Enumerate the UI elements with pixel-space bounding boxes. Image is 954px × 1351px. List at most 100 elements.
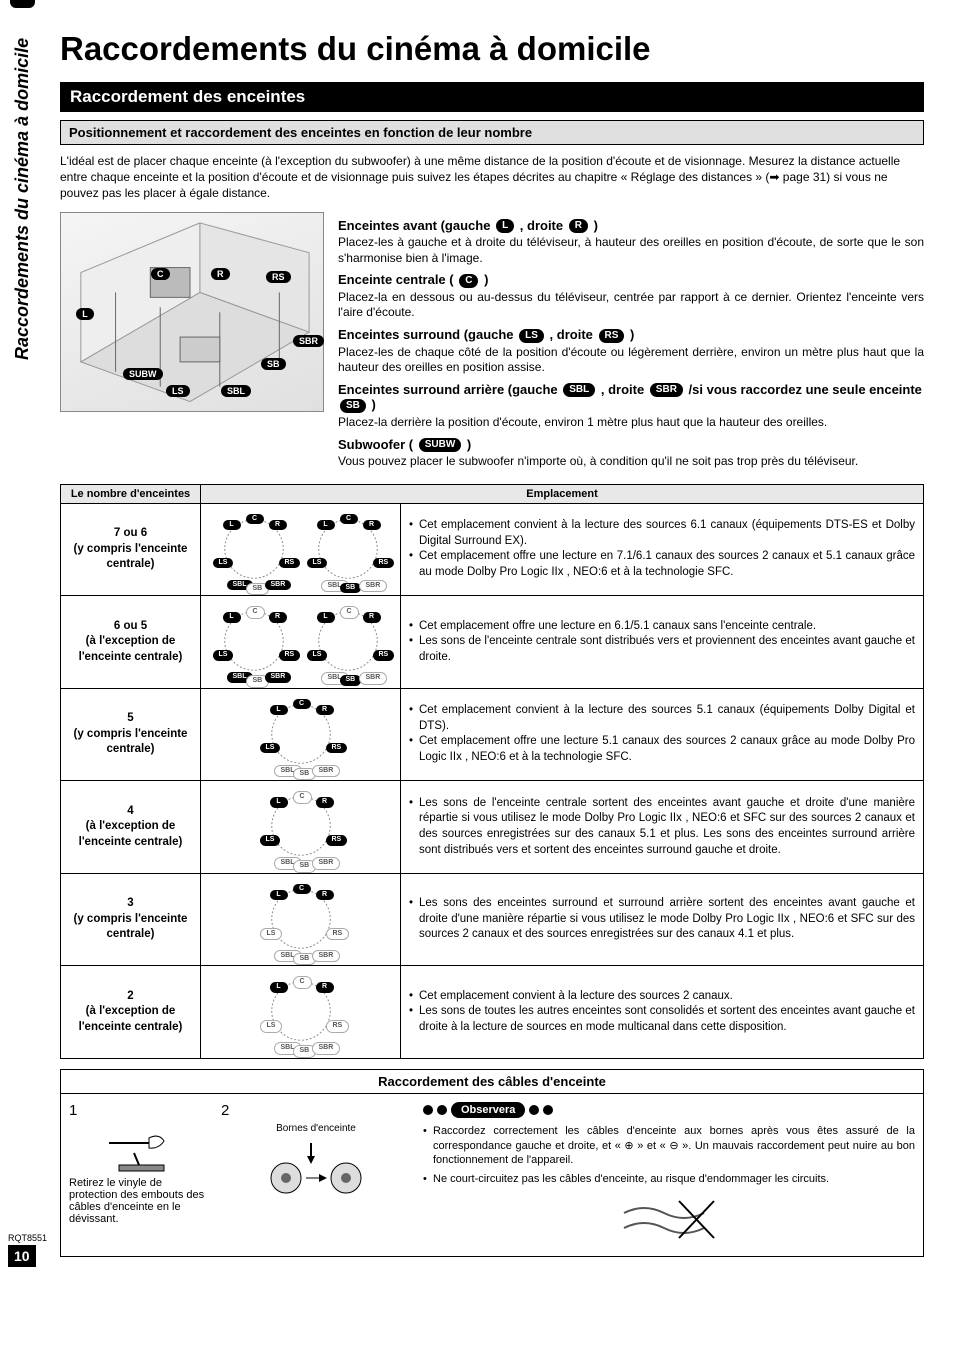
- mini-label: R: [363, 612, 381, 622]
- row-diagram-cell: LCRLSRSSBLSBSBR: [201, 688, 401, 781]
- mini-label: LS: [260, 835, 281, 845]
- page-number: 10: [8, 1245, 36, 1267]
- mini-label: R: [269, 612, 287, 622]
- mini-label: SB: [340, 583, 362, 593]
- mini-label: SBR: [312, 857, 341, 869]
- speaker-body: Vous pouvez placer le subwoofer n'import…: [338, 454, 924, 470]
- mini-label: R: [316, 890, 334, 900]
- mini-label: RS: [279, 650, 301, 660]
- room-label-c: C: [151, 268, 170, 281]
- speaker-title: Enceintes avant (gauche L , droite R ): [338, 218, 924, 234]
- layout-mini-diagram: LCRLSRSSBLSBSBR: [256, 693, 346, 771]
- room-diagram: L C R RS SUBW LS SBL SB SBR: [60, 212, 324, 412]
- speaker-pill: SBR: [650, 383, 683, 397]
- layout-mini-diagram: LCRLSRSSBLSBSBR: [303, 600, 393, 678]
- mini-label: R: [363, 520, 381, 530]
- mini-label: L: [317, 612, 335, 622]
- placement-table: Le nombre d'enceintes Emplacement 7 ou 6…: [60, 484, 924, 1059]
- row-point: Cet emplacement offre une lecture en 6.1…: [409, 619, 915, 635]
- cable-step-2-number: 2: [221, 1102, 411, 1119]
- mini-label: C: [293, 699, 311, 709]
- cable-step-1-text: Retirez le vinyle de protection des embo…: [69, 1177, 209, 1225]
- room-label-l: L: [76, 308, 94, 321]
- speaker-title: Enceintes surround arrière (gauche SBL ,…: [338, 382, 924, 413]
- side-language-badge: FRANÇAIS: [10, 0, 35, 8]
- mini-label: C: [246, 606, 265, 618]
- row-count: 6 ou 5(à l'exception de l'enceinte centr…: [61, 596, 201, 689]
- row-point: Cet emplacement offre une lecture en 7.1…: [409, 549, 915, 580]
- page-title: Raccordements du cinéma à domicile: [60, 30, 924, 68]
- speaker-body: Placez-les à gauche et à droite du télév…: [338, 235, 924, 266]
- mini-label: R: [316, 982, 334, 992]
- layout-mini-diagram: LCRLSRSSBLSBSBR: [256, 970, 346, 1048]
- mini-label: RS: [373, 650, 395, 660]
- mini-label: SBR: [312, 950, 341, 962]
- mini-label: L: [317, 520, 335, 530]
- section-heading: Raccordement des enceintes: [60, 82, 924, 112]
- row-point: Cet emplacement convient à la lecture de…: [409, 989, 915, 1005]
- row-count: 7 ou 6(y compris l'enceinte centrale): [61, 503, 201, 596]
- row-count: 2(à l'exception de l'enceinte centrale): [61, 966, 201, 1059]
- room-label-ls: LS: [166, 385, 190, 398]
- speaker-pill: RS: [599, 329, 625, 343]
- mini-label: RS: [326, 743, 348, 753]
- row-diagram-cell: LCRLSRSSBLSBSBRLCRLSRSSBLSBSBR: [201, 596, 401, 689]
- mini-label: C: [246, 514, 264, 524]
- cable-section-header: Raccordement des câbles d'enceinte: [60, 1069, 924, 1094]
- cable-section-body: 1 Retirez le vinyle de protection des em…: [60, 1094, 924, 1257]
- mini-label: SBR: [265, 672, 292, 682]
- mini-label: L: [270, 797, 288, 807]
- mini-label: SBR: [265, 580, 292, 590]
- mini-label: C: [293, 976, 312, 988]
- speaker-pill: SB: [340, 399, 366, 413]
- row-point: Les sons de l'enceinte centrale sont dis…: [409, 634, 915, 665]
- layout-mini-diagram: LCRLSRSSBLSBSBR: [209, 600, 299, 678]
- speaker-pill: SBL: [563, 383, 595, 397]
- room-label-sbr: SBR: [293, 335, 324, 348]
- room-label-r: R: [211, 268, 230, 281]
- mini-label: C: [340, 514, 358, 524]
- mini-label: SBR: [312, 765, 341, 777]
- speaker-body: Placez-la derrière la position d'écoute,…: [338, 415, 924, 431]
- row-point: Cet emplacement offre une lecture 5.1 ca…: [409, 734, 915, 765]
- observera-badge: Observera: [423, 1102, 553, 1118]
- row-point: Les sons de toutes les autres enceintes …: [409, 1004, 915, 1035]
- layout-mini-diagram: LCRLSRSSBLSBSBR: [303, 508, 393, 586]
- mini-label: L: [223, 612, 241, 622]
- row-description: Cet emplacement convient à la lecture de…: [401, 966, 924, 1059]
- speaker-title: Subwoofer ( SUBW ): [338, 437, 924, 453]
- room-label-sbl: SBL: [221, 385, 251, 398]
- mini-label: LS: [307, 650, 328, 660]
- speaker-pill: C: [459, 274, 478, 288]
- table-row: 2(à l'exception de l'enceinte centrale) L…: [61, 966, 924, 1059]
- row-point: Cet emplacement convient à la lecture de…: [409, 703, 915, 734]
- table-row: 3(y compris l'enceinte centrale)LCRLSRSS…: [61, 873, 924, 966]
- layout-mini-diagram: LCRLSRSSBLSBSBR: [209, 508, 299, 586]
- mini-label: SBR: [359, 580, 388, 592]
- mini-label: LS: [260, 928, 283, 940]
- table-row: 4(à l'exception de l'enceinte centrale)L…: [61, 781, 924, 874]
- observera-list: Raccordez correctement les câbles d'ence…: [423, 1124, 915, 1187]
- speaker-pill: R: [569, 219, 588, 233]
- row-description: Cet emplacement convient à la lecture de…: [401, 688, 924, 781]
- room-label-sb: SB: [261, 358, 286, 371]
- row-diagram-cell: LCRLSRSSBLSBSBRLCRLSRSSBLSBSBR: [201, 503, 401, 596]
- mini-label: RS: [326, 1020, 350, 1032]
- speaker-pill: LS: [519, 329, 544, 343]
- layout-mini-diagram: LCRLSRSSBLSBSBR: [256, 878, 346, 956]
- subsection-heading: Positionnement et raccordement des encei…: [60, 120, 924, 145]
- mini-label: L: [270, 705, 288, 715]
- room-label-rs: RS: [266, 271, 291, 284]
- row-count: 4(à l'exception de l'enceinte centrale): [61, 781, 201, 874]
- row-point: Les sons de l'enceinte centrale sortent …: [409, 796, 915, 858]
- mini-label: LS: [260, 1020, 283, 1032]
- row-diagram-cell: LCRLSRSSBLSBSBR: [201, 781, 401, 874]
- speaker-descriptions: Enceintes avant (gauche L , droite R )Pl…: [338, 212, 924, 474]
- mini-label: C: [340, 606, 359, 618]
- row-description: Cet emplacement offre une lecture en 6.1…: [401, 596, 924, 689]
- observera-item: Raccordez correctement les câbles d'ence…: [423, 1124, 915, 1169]
- terminal-icon: [251, 1138, 381, 1198]
- speaker-pill: SUBW: [419, 438, 462, 452]
- row-count: 3(y compris l'enceinte centrale): [61, 873, 201, 966]
- row-description: Les sons de l'enceinte centrale sortent …: [401, 781, 924, 874]
